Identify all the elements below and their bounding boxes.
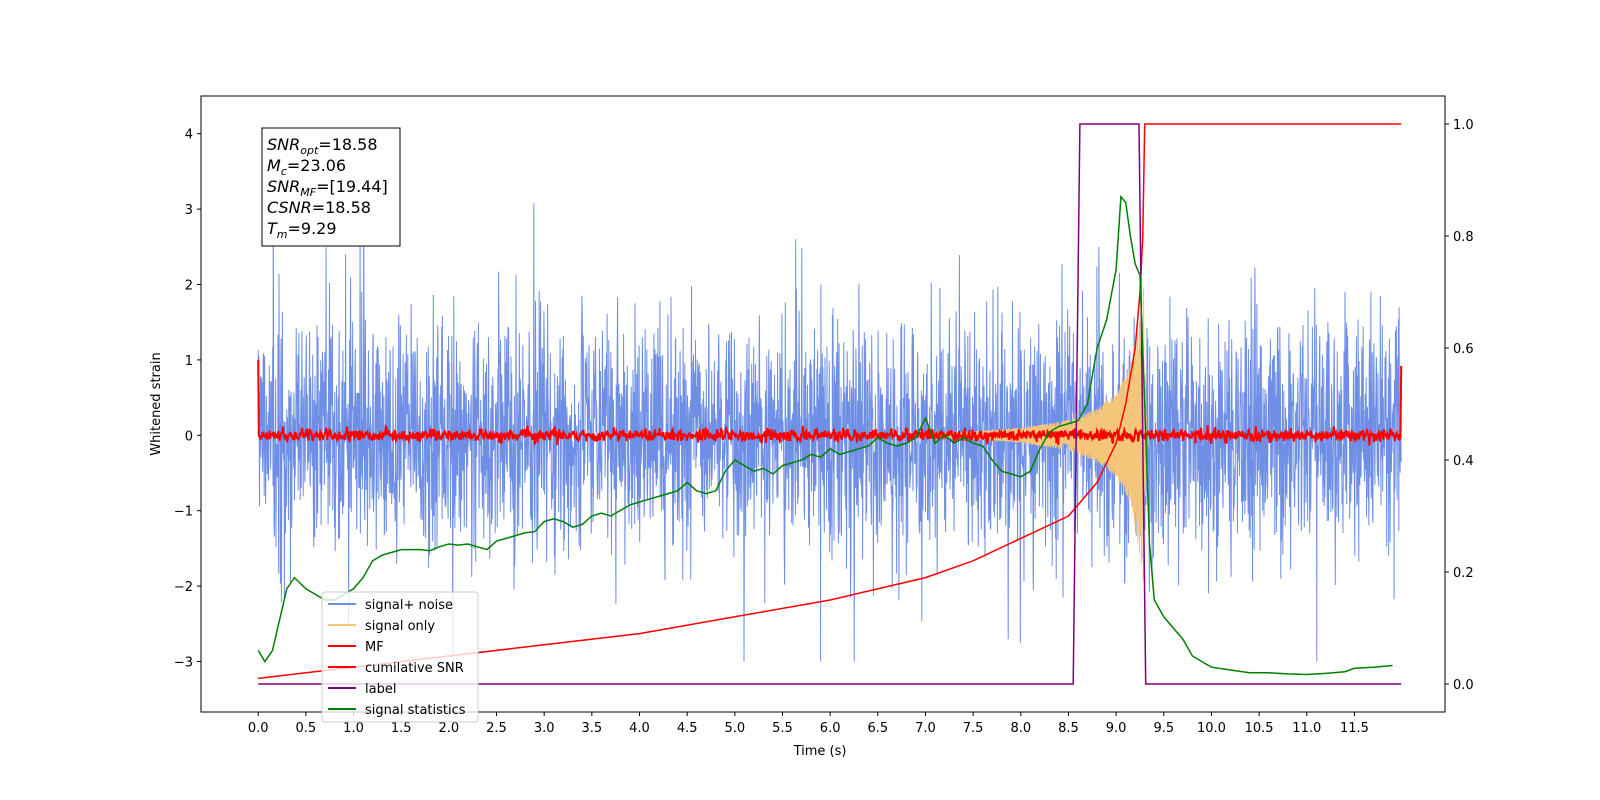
series-layer: [257, 123, 1403, 685]
x-tick-label: 4.0: [629, 721, 650, 736]
info-box: SNRopt=18.58Mc=23.06SNRMF=[19.44]CSNR=18…: [261, 127, 401, 247]
series-signal-statistics: [257, 194, 1393, 676]
x-tick-label: 5.5: [772, 721, 793, 736]
y-left-tick-label: −3: [174, 655, 193, 670]
x-tick-label: 5.0: [724, 721, 745, 736]
x-axis-label: Time (s): [793, 744, 847, 759]
x-tick-label: 10.0: [1197, 721, 1226, 736]
y-right-tick-label: 0.4: [1453, 454, 1474, 469]
x-tick-label: 8.5: [1058, 721, 1079, 736]
series-mf: [257, 359, 1403, 446]
x-tick-label: 1.0: [343, 721, 364, 736]
legend-label: signal statistics: [365, 703, 466, 718]
x-tick-label: 1.5: [391, 721, 412, 736]
x-tick-label: 11.5: [1340, 721, 1369, 736]
legend-label: cumilative SNR: [365, 661, 464, 676]
y-axis-right: 0.0 0.2 0.4 0.6 0.8 1.0: [1445, 118, 1474, 693]
info-line: Tm=9.29: [267, 219, 337, 241]
x-tick-label: 2.0: [439, 721, 460, 736]
series-cumulative-snr: [258, 123, 1402, 680]
y-axis-label: Whitened strain: [149, 352, 164, 455]
x-tick-label: 7.0: [915, 721, 936, 736]
y-left-tick-label: 0: [185, 429, 193, 444]
y-right-tick-label: 0.8: [1453, 230, 1474, 245]
x-tick-label: 9.0: [1106, 721, 1127, 736]
info-line: SNRopt=18.58: [267, 135, 378, 157]
y-left-tick-label: 2: [185, 278, 193, 293]
info-line: CSNR=18.58: [267, 198, 371, 217]
x-tick-label: 2.5: [486, 721, 507, 736]
x-tick-label: 4.5: [677, 721, 698, 736]
info-line: SNRMF=[19.44]: [267, 177, 388, 199]
info-line: Mc=23.06: [267, 156, 346, 178]
x-tick-label: 6.0: [820, 721, 841, 736]
legend-label: signal+ noise: [365, 598, 453, 613]
x-tick-label: 10.5: [1245, 721, 1274, 736]
x-tick-label: 3.5: [581, 721, 602, 736]
legend-label: MF: [365, 640, 384, 655]
x-tick-label: 7.5: [963, 721, 984, 736]
y-left-tick-label: −2: [174, 580, 193, 595]
y-right-tick-label: 0.0: [1453, 678, 1474, 693]
x-tick-label: 8.0: [1010, 721, 1031, 736]
y-left-tick-label: 3: [185, 203, 193, 218]
series-label: [258, 123, 1402, 685]
x-tick-label: 6.5: [867, 721, 888, 736]
x-axis: 0.0 0.5 1.0 1.5 2.0 2.5 3.0 3.5 4.0 4.5 5.0 5.5 6.0 6…: [248, 712, 1369, 736]
y-axis-left: −3 −2 −1 0 1 2 3 4: [174, 128, 201, 670]
plot-frame: [200, 95, 1446, 713]
legend-label: label: [365, 682, 396, 697]
x-tick-label: 11.0: [1292, 721, 1321, 736]
y-right-tick-label: 0.6: [1453, 342, 1474, 357]
x-tick-label: 0.0: [248, 721, 269, 736]
y-left-tick-label: 4: [185, 128, 193, 143]
legend-frame: [321, 591, 479, 723]
x-tick-label: 3.0: [534, 721, 555, 736]
info-box-frame: [261, 127, 401, 247]
series-signal-noise: [257, 156, 1402, 662]
y-left-tick-label: −1: [174, 505, 193, 520]
legend: signal+ noise signal only MF cumilative SNR…: [321, 591, 479, 723]
x-tick-label: 0.5: [296, 721, 317, 736]
x-tick-label: 9.5: [1153, 721, 1174, 736]
y-left-tick-label: 1: [185, 354, 193, 369]
legend-label: signal only: [365, 619, 435, 634]
y-right-tick-label: 1.0: [1453, 118, 1474, 133]
y-right-tick-label: 0.2: [1453, 566, 1474, 581]
